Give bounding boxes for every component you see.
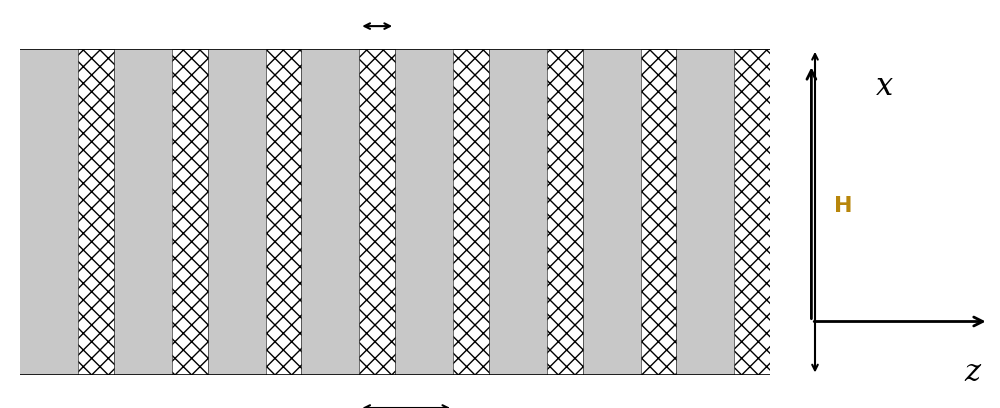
Bar [395, 49, 453, 375]
Bar [641, 49, 676, 375]
Bar [20, 49, 78, 375]
Bar [301, 49, 359, 375]
Bar [453, 49, 489, 375]
Bar [547, 49, 582, 375]
Bar [489, 49, 547, 375]
Bar [78, 49, 114, 375]
Bar [734, 49, 770, 375]
Bar [208, 49, 266, 375]
Bar [266, 49, 301, 375]
Bar [676, 49, 734, 375]
Bar [172, 49, 208, 375]
Bar [114, 49, 172, 375]
Bar [734, 49, 770, 375]
Bar [453, 49, 489, 375]
Text: z: z [964, 357, 980, 388]
Bar [641, 49, 676, 375]
Text: x: x [876, 71, 894, 102]
Bar [78, 49, 114, 375]
Bar [582, 49, 641, 375]
Bar [266, 49, 301, 375]
Bar [359, 49, 395, 375]
Bar [359, 49, 395, 375]
Bar [547, 49, 582, 375]
Text: H: H [834, 195, 852, 216]
Bar [172, 49, 208, 375]
